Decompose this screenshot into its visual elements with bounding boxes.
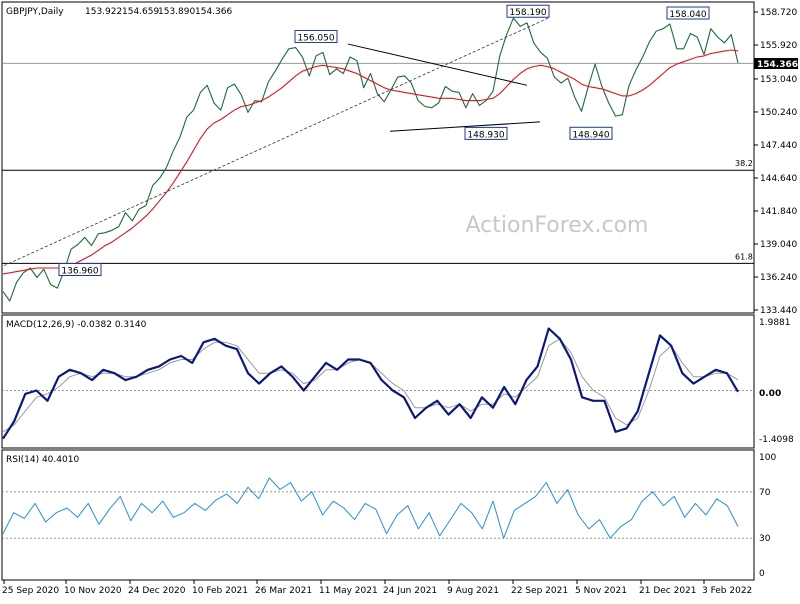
date-tick-label-11: 3 Feb 2022: [702, 586, 752, 596]
current-price-label: 154.366: [757, 60, 798, 70]
price-series: [2, 17, 739, 302]
price-tick-label-4: 147.440: [760, 141, 797, 151]
rsi-tick-label-2: 30: [759, 534, 771, 544]
rsi-tick-label-3: 0: [759, 569, 765, 579]
ohlc-high: 154.659: [122, 7, 159, 17]
annotation-label-3: 148.930: [467, 130, 504, 140]
price-tick-label-5: 144.640: [760, 174, 797, 184]
current-price-box: [754, 58, 798, 69]
price-tick-label-9: 133.440: [760, 306, 797, 316]
macd-title: MACD(12,26,9) -0.0382 0.3140: [6, 320, 147, 330]
price-guides: 38.2 61.8: [2, 62, 754, 264]
annotation-box-1: [666, 6, 710, 20]
price-tick-label-6: 141.840: [760, 207, 797, 217]
annotation-box-5: [58, 263, 102, 277]
rsi-y-axis: 100 70 30 0: [2, 453, 776, 579]
price-tick-label-7: 139.040: [760, 240, 797, 250]
rsi-line: [2, 477, 739, 539]
annotation-label-0: 158.190: [509, 8, 546, 18]
price-y-axis: 158.720 155.920 153.040 150.240 147.440 144.6…: [754, 8, 797, 316]
rsi-title: RSI(14) 40.4010: [6, 455, 79, 465]
annotation-label-4: 148.940: [572, 130, 609, 140]
price-panel: [1, 1, 755, 314]
price-title: GBPJPY,Daily: [6, 7, 64, 17]
rsi-tick-label-1: 70: [759, 488, 771, 498]
annotation-label-5: 136.960: [61, 267, 98, 277]
moving-average-line: [2, 49, 739, 275]
macd-y-axis: 1.9881 -1.4098: [2, 318, 794, 445]
triangle-upper-line: [347, 43, 528, 86]
rsi-tick-label-0: 100: [759, 453, 776, 463]
ohlc-open: 153.922: [85, 7, 122, 17]
macd-tick-label-2: -1.4098: [759, 435, 794, 445]
date-tick-label-9: 5 Nov 2021: [575, 586, 627, 596]
price-tick-label-1: 155.920: [760, 41, 797, 51]
macd-panel: [1, 314, 755, 449]
ohlc-low: 153.890: [158, 7, 195, 17]
macd-zero-label: 0.00: [759, 389, 781, 399]
date-tick-label-5: 11 May 2021: [319, 586, 378, 596]
date-tick-label-6: 24 Jun 2021: [383, 586, 437, 596]
price-tick-label-8: 136.240: [760, 273, 797, 283]
price-line: [2, 17, 739, 302]
macd-main-line: [2, 327, 739, 440]
triangle-lower-line: [389, 121, 541, 132]
annotation-label-2: 156.050: [297, 33, 334, 43]
watermark-text: ActionForex.com: [466, 213, 649, 238]
date-tick-label-2: 24 Dec 2020: [128, 586, 186, 596]
date-axis: 25 Sep 2020 10 Nov 2020 24 Dec 2020 10 Feb …: [2, 580, 752, 596]
annotation-box-3: [464, 126, 508, 140]
annotation-label-1: 158.040: [669, 10, 706, 20]
date-tick-label-8: 22 Sep 2021: [511, 586, 568, 596]
price-tick-label-2: 153.040: [760, 75, 797, 85]
price-annotations: 158.190 158.040 156.050 148.930 148.940 136.9…: [3, 4, 710, 277]
macd-series: [2, 327, 739, 440]
macd-tick-label-0: 1.9881: [759, 318, 791, 328]
price-tick-label-0: 158.720: [760, 8, 797, 18]
date-tick-label-1: 10 Nov 2020: [64, 586, 122, 596]
annotation-box-0: [506, 4, 550, 18]
date-tick-label-0: 25 Sep 2020: [2, 586, 59, 596]
price-tick-label-3: 150.240: [760, 108, 797, 118]
fib-level-label-0: 38.2: [735, 159, 753, 168]
rsi-series: [2, 477, 739, 539]
ohlc-close: 154.366: [195, 7, 232, 17]
annotation-box-4: [569, 126, 613, 140]
date-tick-label-10: 21 Dec 2021: [639, 586, 697, 596]
date-tick-label-3: 10 Feb 2021: [192, 586, 248, 596]
date-tick-label-4: 26 Mar 2021: [255, 586, 312, 596]
fib-level-label-1: 61.8: [735, 252, 753, 261]
date-tick-label-7: 9 Aug 2021: [447, 586, 499, 596]
annotation-box-2: [294, 29, 338, 43]
